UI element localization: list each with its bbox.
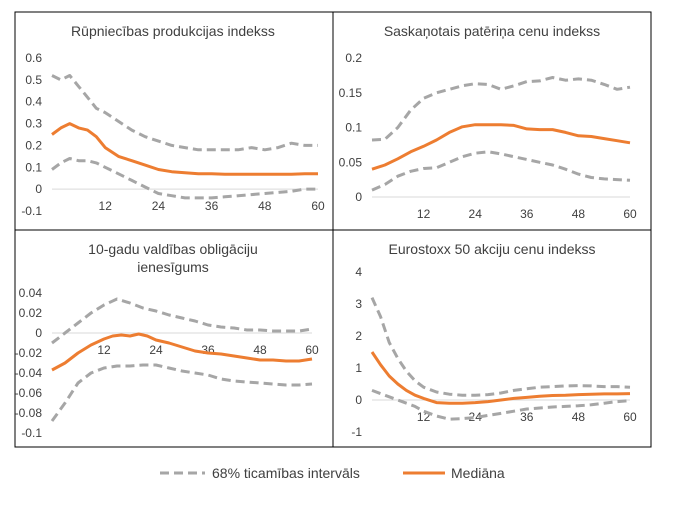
y-tick-label: 1 — [355, 361, 362, 375]
y-tick-label: 0.05 — [339, 155, 363, 169]
series-line-median — [51, 122, 318, 176]
x-tick-label: 36 — [201, 343, 215, 357]
y-tick-label: 2 — [355, 329, 362, 343]
x-tick-label: 36 — [205, 199, 219, 213]
y-tick-label: 0.04 — [19, 286, 43, 300]
x-tick-label: 36 — [520, 207, 534, 221]
legend: 68% ticamības intervāls Mediāna — [160, 465, 505, 481]
x-tick-label: 24 — [469, 207, 483, 221]
panel-title: 10-gadu valdības obligāciju — [88, 241, 258, 257]
legend-median-label: Mediāna — [451, 465, 505, 481]
y-tick-label: 0.15 — [339, 86, 363, 100]
panel-frame — [332, 229, 652, 448]
panel-title: ienesīgums — [137, 259, 209, 275]
x-tick-label: 36 — [520, 410, 534, 424]
x-tick-label: 48 — [572, 207, 586, 221]
chart-panel-2: Saskaņotais patēriņa cenu indekss 0.2 0.15… — [332, 11, 652, 231]
x-tick-label: 12 — [417, 207, 431, 221]
y-tick-label: 0 — [355, 190, 362, 204]
series-line-median — [51, 332, 313, 372]
x-tick-label: 48 — [253, 343, 267, 357]
y-tick-label: -0.06 — [15, 386, 43, 400]
y-tick-label: 0.2 — [25, 138, 42, 152]
y-tick-label: 0.4 — [25, 95, 42, 109]
chart-panels: Rūpniecības produkcijas indekss 0.6 0.5 0.4… — [14, 11, 652, 448]
chart-panel-4: Eurostoxx 50 akciju cenu indekss43210-11… — [332, 229, 652, 448]
x-tick-label: 24 — [469, 410, 483, 424]
y-tick-label: 0.5 — [25, 73, 42, 87]
x-tick-label: 60 — [623, 207, 637, 221]
x-tick-label: 60 — [311, 199, 325, 213]
x-tick-label: 48 — [258, 199, 272, 213]
y-tick-label: -0.1 — [21, 204, 42, 218]
series-line-upper — [51, 74, 318, 152]
series-line-upper — [370, 296, 631, 397]
x-tick-label: 24 — [152, 199, 166, 213]
y-tick-label: 0.6 — [25, 51, 42, 65]
x-tick-label: 60 — [305, 343, 319, 357]
x-tick-label: 24 — [149, 343, 163, 357]
chart-panel-3: 10-gadu valdības obligāciju ienesīgums 0.0… — [14, 229, 334, 448]
series-line-lower — [371, 150, 631, 192]
x-tick-label: 60 — [623, 410, 637, 424]
x-tick-label: 48 — [572, 410, 586, 424]
y-tick-label: 0.02 — [19, 306, 43, 320]
panel-title: Eurostoxx 50 akciju cenu indekss — [389, 241, 596, 257]
y-tick-label: 0 — [355, 393, 362, 407]
y-tick-label: 0 — [35, 182, 42, 196]
y-tick-label: 3 — [355, 297, 362, 311]
series-line-lower — [371, 388, 631, 421]
panel-title: Saskaņotais patēriņa cenu indekss — [384, 23, 600, 39]
y-tick-label: 4 — [355, 265, 362, 279]
x-tick-label: 12 — [99, 199, 113, 213]
y-tick-label: 0 — [35, 326, 42, 340]
y-tick-label: -1 — [351, 425, 362, 439]
y-tick-label: -0.02 — [15, 346, 43, 360]
y-tick-label: 0.1 — [345, 121, 362, 135]
series-line-upper — [51, 297, 313, 345]
legend-ci-label: 68% ticamības intervāls — [212, 465, 360, 481]
series-line-lower — [51, 157, 318, 200]
y-tick-label: -0.1 — [21, 426, 42, 440]
y-tick-label: -0.08 — [15, 406, 43, 420]
panel-title: Rūpniecības produkcijas indekss — [71, 23, 275, 39]
series-line-upper — [371, 76, 631, 142]
y-tick-label: -0.04 — [15, 366, 43, 380]
series-line-median — [371, 123, 631, 171]
chart-panel-1: Rūpniecības produkcijas indekss 0.6 0.5 0.4… — [14, 11, 334, 231]
series-line-lower — [50, 363, 313, 422]
series-line-median — [370, 351, 631, 405]
y-tick-label: 0.3 — [25, 117, 42, 131]
y-tick-label: 0.1 — [25, 160, 42, 174]
y-tick-label: 0.2 — [345, 51, 362, 65]
x-tick-label: 12 — [97, 343, 111, 357]
